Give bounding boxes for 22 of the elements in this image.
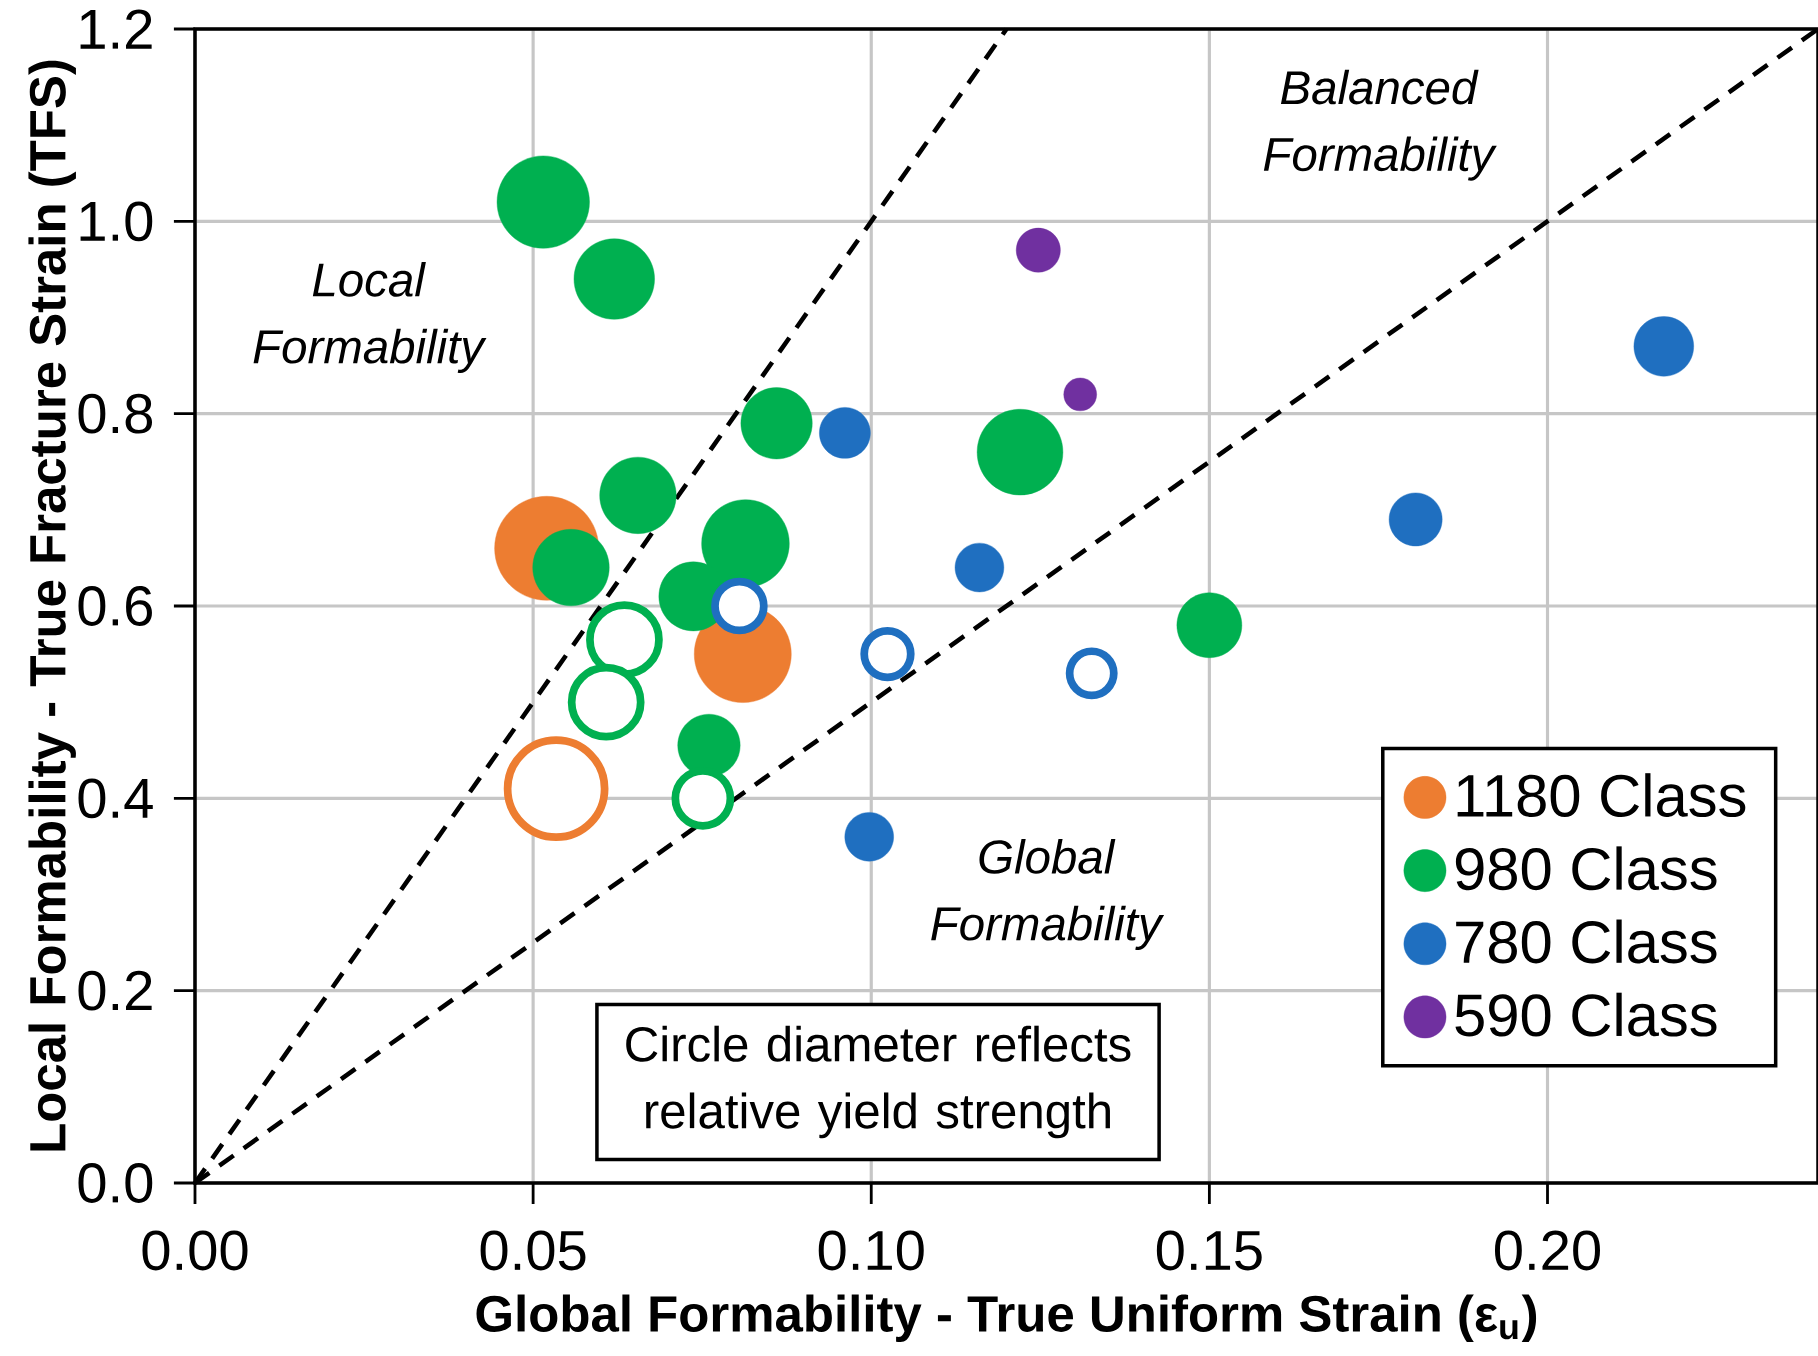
y-tick-label: 1.2 xyxy=(80,9,152,49)
y-tick-label: 1.0 xyxy=(80,201,153,242)
x-axis-title: Global Formability - True Uniform Strain (ε$_{u}$) xyxy=(476,1294,1537,1343)
legend-label: 780 Class xyxy=(1456,919,1717,964)
y-axis-title: Local Formability - True Fracture Strain (TFS) xyxy=(28,60,76,1151)
annotation: Circle diameter reflects relative yield strength xyxy=(626,1025,1131,1139)
x-tick-label: 0.15 xyxy=(1156,1230,1262,1271)
x-tick-label: 0.10 xyxy=(818,1230,924,1271)
y-tick-label: 0.0 xyxy=(78,1163,153,1203)
y-tick-label: 0.6 xyxy=(78,586,152,626)
y-tick-label: 0.2 xyxy=(78,970,152,1011)
legend-label: 980 Class xyxy=(1455,846,1717,891)
x-tick-label: 0.20 xyxy=(1494,1230,1600,1271)
y-tick-label: 0.4 xyxy=(78,778,153,819)
x-tick-label: 0.00 xyxy=(142,1230,248,1271)
legend-label: 590 Class xyxy=(1455,992,1717,1037)
y-tick-label: 0.8 xyxy=(78,393,153,434)
x-tick-label: 0.05 xyxy=(480,1230,586,1271)
annotation: Balanced Formability xyxy=(1263,69,1497,181)
annotation: Local Formability xyxy=(253,261,487,374)
legend-label: 1180 Class xyxy=(1457,773,1746,818)
annotation: Global Formability xyxy=(931,838,1165,951)
